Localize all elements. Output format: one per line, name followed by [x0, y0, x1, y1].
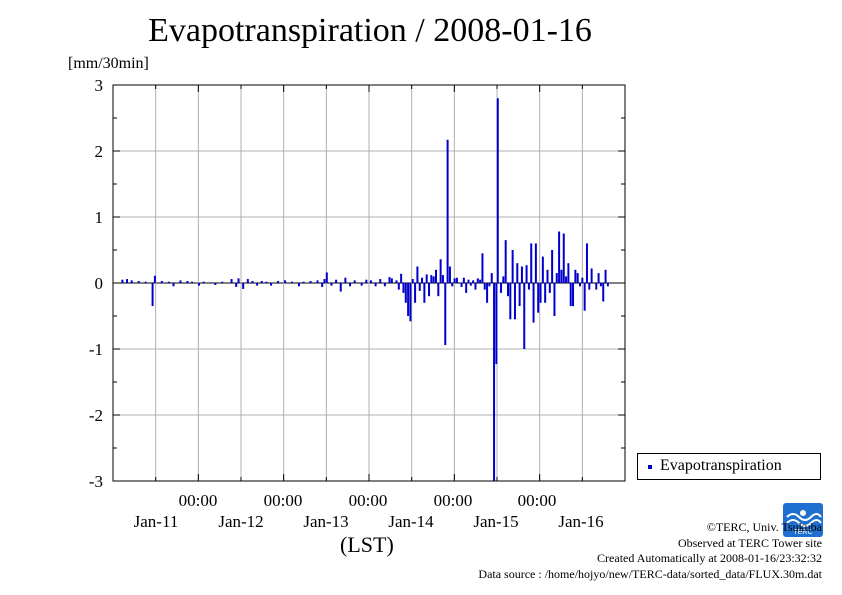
y-tick-labels: 3 2 1 0 -1 -2 -3: [89, 76, 103, 491]
x-tick-date-label: Jan-12: [218, 512, 263, 531]
terc-logo: TERC: [783, 503, 823, 537]
y-tick-label: 3: [95, 76, 104, 95]
x-tick-time-label: 00:00: [264, 491, 303, 510]
y-tick-label: -1: [89, 340, 103, 359]
legend-swatch: [648, 465, 652, 469]
x-tick-date-label: Jan-11: [134, 512, 179, 531]
x-tick-date-label: Jan-13: [303, 512, 348, 531]
observed-text: Observed at TERC Tower site: [677, 535, 822, 550]
x-tick-date-label: Jan-15: [473, 512, 518, 531]
plot-frame: [112, 84, 626, 482]
chart-title: Evapotranspiration / 2008-01-16: [148, 12, 592, 49]
footer-info: ©TERC, Univ. Tsukuba Observed at TERC To…: [478, 520, 822, 582]
copyright-text: ©TERC, Univ. Tsukuba: [706, 520, 822, 534]
y-tick-label: 0: [95, 274, 104, 293]
legend-label: Evapotranspiration: [660, 457, 782, 474]
x-tick-labels: 00:00Jan-1100:00Jan-1200:00Jan-1300:00Ja…: [134, 491, 604, 531]
x-tick-time-label: 00:00: [434, 491, 473, 510]
x-tick-time-label: 00:00: [179, 491, 218, 510]
y-axis-unit-label: [mm/30min]: [68, 55, 149, 72]
x-tick-date-label: Jan-16: [558, 512, 603, 531]
y-tick-label: 2: [95, 142, 104, 161]
x-axis-label: (LST): [340, 532, 394, 557]
x-tick-date-label: Jan-14: [388, 512, 434, 531]
y-tick-label: -2: [89, 406, 103, 425]
x-tick-time-label: 00:00: [349, 491, 388, 510]
y-tick-label: 1: [95, 208, 104, 227]
legend: Evapotranspiration: [637, 453, 821, 480]
logo-text: TERC: [793, 529, 812, 536]
created-text: Created Automatically at 2008-01-16/23:3…: [597, 551, 822, 565]
data-bars: [121, 98, 609, 481]
x-tick-time-label: 00:00: [518, 491, 557, 510]
y-tick-label: -3: [89, 472, 103, 491]
source-text: Data source : /home/hojyo/new/TERC-data/…: [478, 566, 822, 581]
